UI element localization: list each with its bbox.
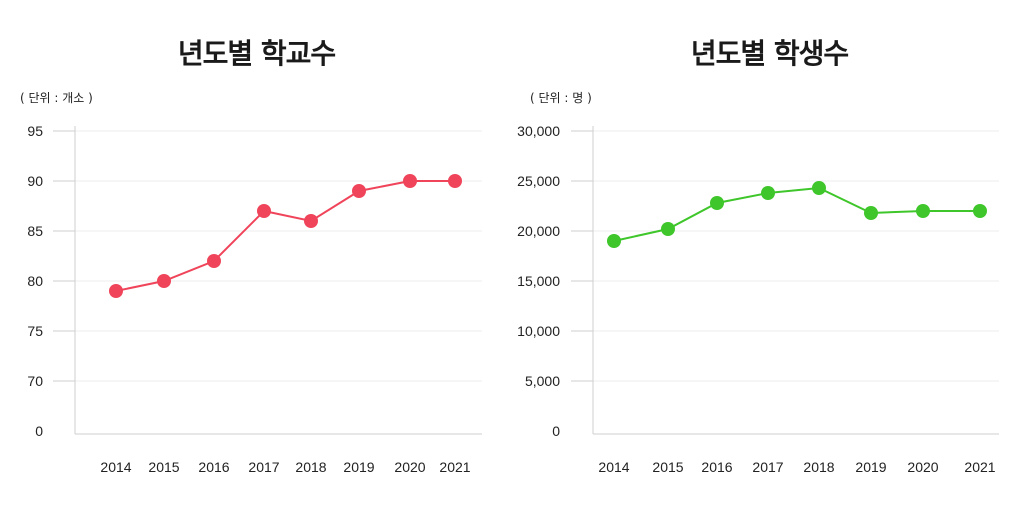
data-point bbox=[710, 196, 724, 210]
data-point bbox=[916, 204, 930, 218]
x-tick-label: 2019 bbox=[343, 459, 374, 475]
y-tick-label: 0 bbox=[35, 423, 43, 439]
students-unit-label: ( 단위 : 명 ) bbox=[530, 91, 592, 105]
data-point bbox=[403, 174, 417, 188]
data-point bbox=[352, 184, 366, 198]
x-tick-label: 2016 bbox=[198, 459, 229, 475]
x-tick-label: 2014 bbox=[598, 459, 629, 475]
y-tick-label: 15,000 bbox=[517, 273, 560, 289]
y-tick-label: 85 bbox=[27, 223, 43, 239]
x-tick-label: 2017 bbox=[248, 459, 279, 475]
x-tick-label: 2019 bbox=[855, 459, 886, 475]
data-point bbox=[761, 186, 775, 200]
students-chart-title: 년도별 학생수 bbox=[690, 37, 849, 70]
students-line-chart: 30,000 25,000 20,000 15,000 10,000 5,000 0 2014… bbox=[517, 123, 999, 475]
y-tick-label: 25,000 bbox=[517, 173, 560, 189]
x-tick-label: 2020 bbox=[394, 459, 425, 475]
data-point bbox=[109, 284, 123, 298]
y-tick-label: 20,000 bbox=[517, 223, 560, 239]
schools-unit-label: ( 단위 : 개소 ) bbox=[20, 91, 93, 105]
y-tick-label: 75 bbox=[27, 323, 43, 339]
series-line bbox=[115, 180, 455, 292]
data-point bbox=[304, 214, 318, 228]
x-tick-label: 2021 bbox=[964, 459, 995, 475]
x-tick-label: 2021 bbox=[439, 459, 470, 475]
y-tick-label: 90 bbox=[27, 173, 43, 189]
schools-chart-panel: 년도별 학교수 ( 단위 : 개소 ) 95 90 85 80 75 70 0 2014 201… bbox=[20, 37, 482, 475]
x-tick-label: 2015 bbox=[148, 459, 179, 475]
x-tick-label: 2018 bbox=[803, 459, 834, 475]
y-tick-label: 5,000 bbox=[525, 373, 560, 389]
data-point bbox=[607, 234, 621, 248]
x-tick-label: 2016 bbox=[701, 459, 732, 475]
y-tick-label: 30,000 bbox=[517, 123, 560, 139]
y-tick-label: 95 bbox=[27, 123, 43, 139]
schools-chart-title: 년도별 학교수 bbox=[177, 37, 336, 70]
data-point bbox=[207, 254, 221, 268]
schools-line-chart: 95 90 85 80 75 70 0 2014 2015 2016 2017 2018 2019 202… bbox=[27, 123, 482, 475]
students-chart-panel: 년도별 학생수 ( 단위 : 명 ) 30,000 25,000 20,000 15,… bbox=[513, 0, 1026, 514]
data-point bbox=[661, 222, 675, 236]
x-tick-label: 2015 bbox=[652, 459, 683, 475]
x-tick-label: 2018 bbox=[295, 459, 326, 475]
data-point bbox=[448, 174, 462, 188]
x-tick-label: 2020 bbox=[907, 459, 938, 475]
data-point bbox=[973, 204, 987, 218]
y-tick-label: 80 bbox=[27, 273, 43, 289]
x-tick-label: 2014 bbox=[100, 459, 131, 475]
data-point bbox=[812, 181, 826, 195]
series-line bbox=[613, 186, 980, 242]
data-point bbox=[157, 274, 171, 288]
y-tick-label: 10,000 bbox=[517, 323, 560, 339]
y-tick-label: 0 bbox=[552, 423, 560, 439]
data-point bbox=[864, 206, 878, 220]
y-tick-label: 70 bbox=[27, 373, 43, 389]
data-point bbox=[257, 204, 271, 218]
x-tick-label: 2017 bbox=[752, 459, 783, 475]
